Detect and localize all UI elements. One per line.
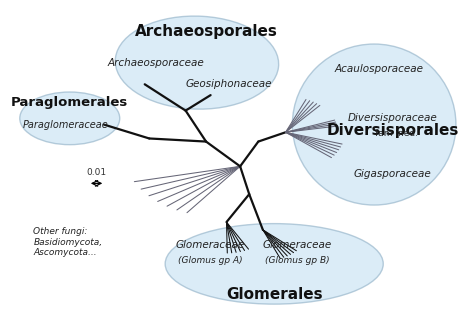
Text: (Glomus gp A): (Glomus gp A) (178, 256, 243, 265)
Text: Archaeosporales: Archaeosporales (135, 24, 277, 39)
Text: Glomerales: Glomerales (226, 287, 322, 302)
Text: Geosiphonaceae: Geosiphonaceae (185, 79, 272, 89)
Text: Glomeraceae: Glomeraceae (176, 240, 245, 250)
Text: fam ined.: fam ined. (375, 129, 419, 138)
Ellipse shape (115, 16, 279, 109)
Text: Gigasporaceae: Gigasporaceae (354, 169, 431, 179)
Text: Acaulosporaceae: Acaulosporaceae (334, 64, 423, 74)
Text: Archaeosporaceae: Archaeosporaceae (108, 58, 204, 67)
Text: Paraglomeraceae: Paraglomeraceae (22, 119, 108, 130)
Text: (Glomus gp B): (Glomus gp B) (264, 256, 329, 265)
Ellipse shape (292, 44, 456, 205)
Text: Paraglomerales: Paraglomerales (11, 96, 128, 109)
Ellipse shape (20, 92, 120, 145)
Text: Glomeraceae: Glomeraceae (262, 240, 331, 250)
Text: 0.01: 0.01 (86, 168, 107, 177)
Text: Diversisporales: Diversisporales (326, 123, 458, 138)
Text: Other fungi:
Basidiomycota,
Ascomycota...: Other fungi: Basidiomycota, Ascomycota..… (33, 227, 102, 257)
Text: Diversisporaceae: Diversisporaceae (347, 113, 437, 123)
Ellipse shape (165, 224, 383, 304)
